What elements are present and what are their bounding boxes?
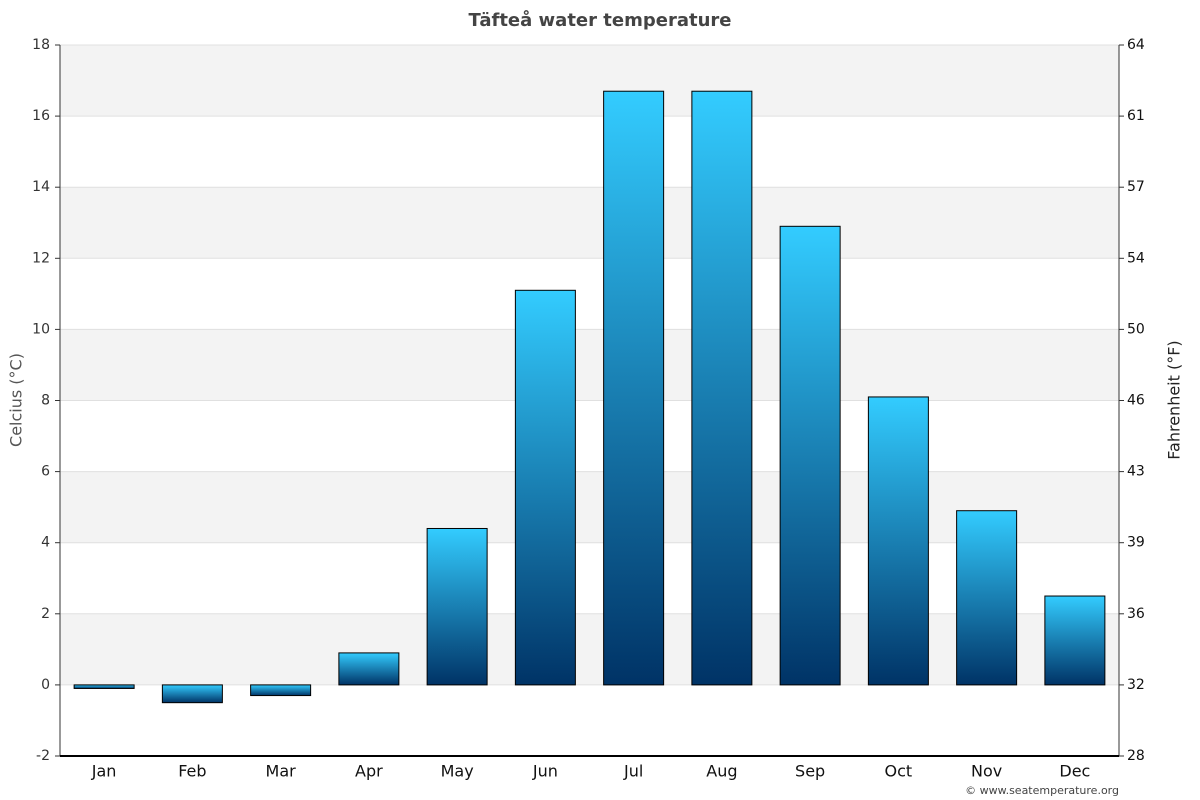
x-tick-label: Oct — [885, 762, 913, 781]
bar — [73, 684, 135, 689]
y-tick-label: 14 — [32, 179, 50, 195]
bar — [338, 652, 400, 686]
y-tick-label: 18 — [32, 37, 50, 53]
bar — [956, 510, 1018, 686]
x-tick-label: Nov — [971, 762, 1002, 781]
x-tick-label: Mar — [266, 762, 297, 781]
bar — [1044, 595, 1106, 686]
y2-tick-label: 57 — [1127, 179, 1145, 195]
chart-title: Täfteå water temperature — [469, 9, 732, 31]
y2-tick-label: 32 — [1127, 677, 1145, 693]
bar — [691, 90, 753, 686]
y-tick-label: 4 — [41, 535, 50, 551]
x-tick-label: Sep — [795, 762, 825, 781]
grid-band — [60, 329, 1119, 401]
x-tick-label: Apr — [355, 762, 383, 781]
x-tick-label: Dec — [1059, 762, 1090, 781]
x-tick-label: Jun — [532, 762, 558, 781]
bar — [426, 527, 488, 686]
grid-band — [60, 471, 1119, 543]
y-tick-label: 2 — [41, 606, 50, 622]
y2-tick-label: 61 — [1127, 108, 1145, 124]
y-tick-label: 12 — [32, 250, 50, 266]
bar — [250, 684, 312, 697]
y2-tick-label: 54 — [1127, 250, 1145, 266]
y-tick-label: 8 — [41, 393, 50, 409]
grid-band — [60, 45, 1119, 117]
x-tick-label: Jan — [91, 762, 117, 781]
bar — [514, 289, 576, 686]
grid-band — [60, 613, 1119, 685]
y-tick-label: 0 — [41, 677, 50, 693]
credit: © www.seatemperature.org — [965, 784, 1119, 797]
y2-tick-label: 28 — [1127, 748, 1145, 764]
y2-tick-label: 39 — [1127, 535, 1145, 551]
bar — [867, 396, 929, 686]
y2-tick-label: 64 — [1127, 37, 1145, 53]
y2-axis-label: Fahrenheit (°F) — [1165, 340, 1184, 459]
grid-band — [60, 187, 1119, 259]
x-tick-label: Aug — [706, 762, 737, 781]
bar — [161, 684, 223, 704]
bar — [603, 90, 665, 686]
y2-tick-label: 43 — [1127, 464, 1145, 480]
x-tick-label: May — [441, 762, 474, 781]
y2-tick-label: 46 — [1127, 393, 1145, 409]
y-tick-label: 6 — [41, 464, 50, 480]
x-tick-label: Jul — [623, 762, 643, 781]
bar — [779, 225, 841, 686]
y-axis-label: Celcius (°C) — [7, 353, 26, 447]
y-tick-label: -2 — [36, 748, 50, 764]
y-tick-label: 10 — [32, 321, 50, 337]
x-tick-label: Feb — [178, 762, 206, 781]
y-tick-label: 16 — [32, 108, 50, 124]
y2-tick-label: 36 — [1127, 606, 1145, 622]
y2-tick-label: 50 — [1127, 321, 1145, 337]
